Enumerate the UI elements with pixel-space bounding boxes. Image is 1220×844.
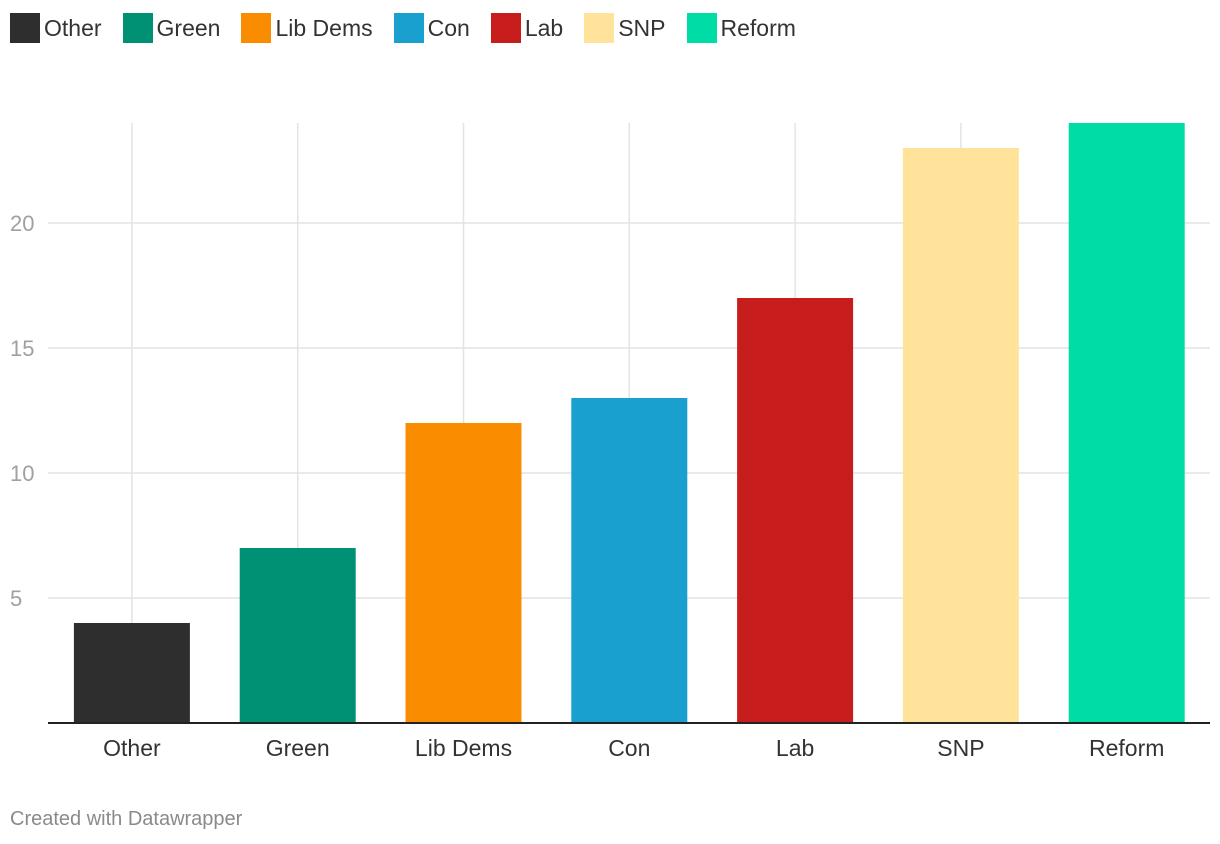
legend-swatch [393, 13, 424, 43]
legend-swatch [122, 13, 153, 43]
y-tick-label: 20 [10, 211, 34, 236]
legend-swatch [241, 13, 272, 43]
legend-label: Green [156, 15, 221, 41]
chart-legend: Other Green Lib Dems Con Lab SNP Reform [10, 13, 817, 43]
bar-lab [737, 298, 854, 723]
x-tick-label: Lab [776, 735, 814, 761]
y-tick-label: 10 [10, 461, 34, 486]
x-tick-label: Reform [1089, 735, 1164, 761]
legend-label: Lab [524, 15, 564, 41]
bar-reform [1068, 123, 1185, 723]
footer-credit: Created with Datawrapper [10, 808, 243, 830]
x-tick-label: SNP [937, 735, 984, 761]
legend-item-green: Green [122, 13, 221, 43]
y-tick-label: 15 [10, 336, 34, 361]
bar-lib-dems [405, 423, 522, 723]
legend-label: SNP [618, 15, 666, 41]
legend-item-snp: SNP [584, 13, 666, 43]
legend-item-con: Con [393, 13, 470, 43]
legend-swatch [584, 13, 615, 43]
legend-swatch [686, 13, 717, 43]
bar-con [571, 398, 688, 723]
y-tick-label: 5 [10, 586, 22, 611]
legend-label: Other [44, 15, 102, 41]
legend-item-other: Other [10, 13, 102, 43]
legend-item-lib-dems: Lib Dems [241, 13, 373, 43]
legend-label: Lib Dems [275, 15, 373, 41]
legend-swatch [10, 13, 40, 43]
x-tick-label: Lib Dems [415, 735, 512, 761]
legend-swatch [490, 13, 521, 43]
legend-item-reform: Reform [686, 13, 796, 43]
x-tick-label: Other [103, 735, 161, 761]
bar-snp [902, 148, 1019, 723]
bar-other [73, 623, 190, 723]
legend-item-lab: Lab [490, 13, 564, 43]
x-tick-label: Green [266, 735, 330, 761]
legend-label: Reform [720, 15, 796, 41]
bar-green [239, 548, 356, 723]
x-tick-label: Con [608, 735, 650, 761]
legend-label: Con [427, 15, 470, 41]
